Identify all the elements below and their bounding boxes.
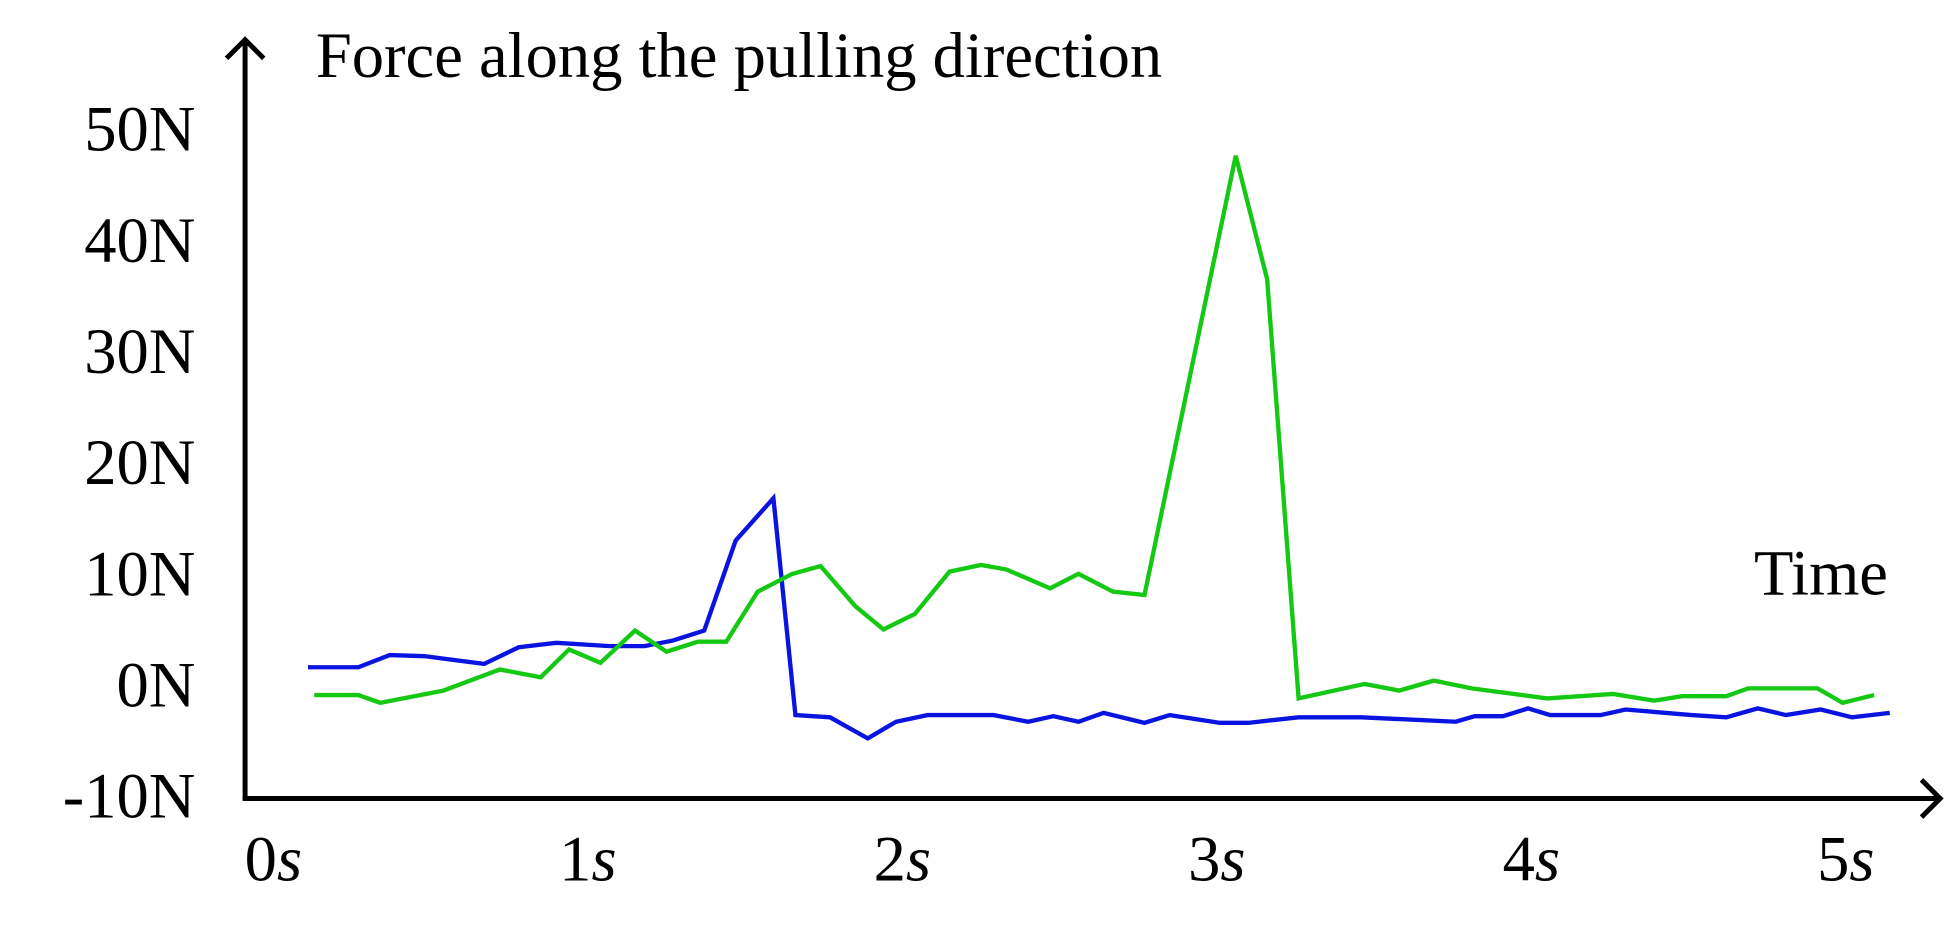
x-tick-label: 4s [1503, 822, 1560, 894]
line-series [307, 493, 1891, 741]
y-tick-label: 50N [84, 93, 195, 165]
y-tick-label: 40N [84, 204, 195, 276]
y-tick-label: 10N [84, 537, 195, 609]
y-axis-arrow [224, 36, 266, 61]
x-axis-label: Time [1754, 537, 1888, 609]
x-axis-arrow [1919, 778, 1944, 819]
y-tick-label: -10N [63, 760, 196, 832]
chart-title: Force along the pulling direction [316, 19, 1162, 91]
x-tick-label: 5s [1817, 822, 1874, 894]
y-tick-label: 20N [84, 426, 195, 498]
x-tick-label: 0s [245, 822, 302, 894]
y-tick-label: 0N [117, 649, 196, 721]
line-series [314, 155, 1875, 706]
x-tick-label: 2s [874, 822, 931, 894]
y-tick-label: 30N [84, 315, 195, 387]
x-tick-label: 1s [559, 822, 616, 894]
x-tick-label: 3s [1188, 822, 1245, 894]
